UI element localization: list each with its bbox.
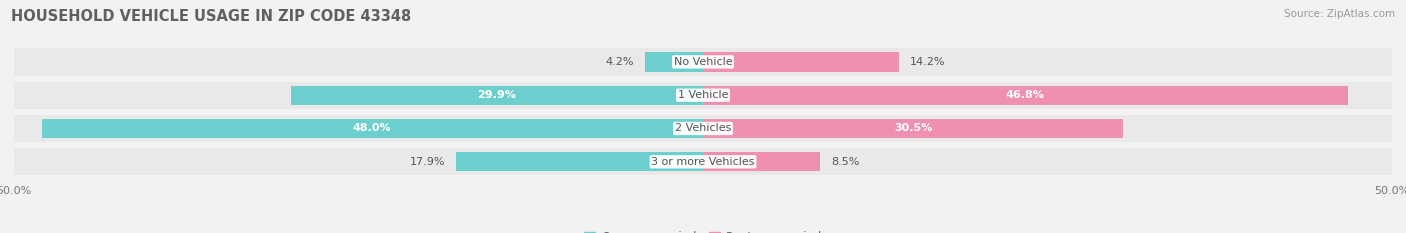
Text: 14.2%: 14.2% [910, 57, 945, 67]
Bar [14, 148, 1392, 175]
Bar [703, 52, 898, 72]
Bar [645, 52, 703, 72]
Legend: Owner-occupied, Renter-occupied: Owner-occupied, Renter-occupied [579, 226, 827, 233]
Text: 29.9%: 29.9% [478, 90, 516, 100]
Text: No Vehicle: No Vehicle [673, 57, 733, 67]
Bar [703, 152, 820, 171]
Bar [14, 48, 1392, 75]
Bar [703, 86, 1348, 105]
Text: 46.8%: 46.8% [1005, 90, 1045, 100]
Bar [14, 82, 1392, 109]
Text: 3 or more Vehicles: 3 or more Vehicles [651, 157, 755, 167]
Bar [703, 119, 1123, 138]
Text: HOUSEHOLD VEHICLE USAGE IN ZIP CODE 43348: HOUSEHOLD VEHICLE USAGE IN ZIP CODE 4334… [11, 9, 412, 24]
Text: 17.9%: 17.9% [409, 157, 446, 167]
Bar [42, 119, 703, 138]
Text: 2 Vehicles: 2 Vehicles [675, 123, 731, 134]
Text: 4.2%: 4.2% [606, 57, 634, 67]
Text: Source: ZipAtlas.com: Source: ZipAtlas.com [1284, 9, 1395, 19]
Text: 1 Vehicle: 1 Vehicle [678, 90, 728, 100]
Bar [291, 86, 703, 105]
Text: 48.0%: 48.0% [353, 123, 392, 134]
Text: 8.5%: 8.5% [831, 157, 859, 167]
Bar [457, 152, 703, 171]
Text: 30.5%: 30.5% [894, 123, 932, 134]
Bar [14, 115, 1392, 142]
